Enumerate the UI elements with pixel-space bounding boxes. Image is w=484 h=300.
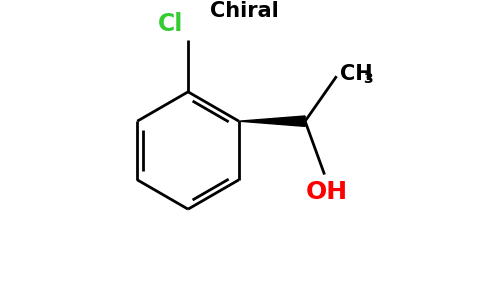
Text: OH: OH — [305, 180, 348, 204]
Text: Chiral: Chiral — [211, 1, 279, 21]
Text: CH: CH — [340, 64, 373, 84]
Text: Cl: Cl — [158, 12, 184, 36]
Polygon shape — [239, 116, 305, 126]
Text: 3: 3 — [363, 72, 373, 86]
